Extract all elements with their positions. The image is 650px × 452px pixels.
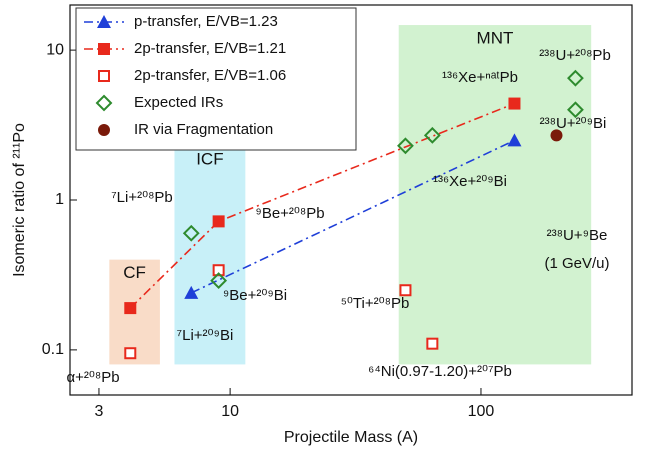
annotation: ²³⁸U+²⁰⁹Bi <box>540 115 607 132</box>
open-square-marker <box>399 284 412 297</box>
region-label: ICF <box>196 149 223 168</box>
x-tick-label: 3 <box>94 403 103 420</box>
triangle-marker <box>184 285 199 299</box>
open-square-marker <box>426 337 439 350</box>
diamond-marker <box>182 224 200 242</box>
y-tick-label: 10 <box>46 41 64 58</box>
annotation: ¹³⁶Xe+²⁰⁹Bi <box>433 173 507 190</box>
region <box>398 25 592 365</box>
diamond-marker <box>567 101 584 119</box>
x-tick-label: 10 <box>221 403 239 420</box>
square-marker <box>212 215 225 228</box>
region-label: CF <box>123 263 146 282</box>
annotation: ⁵⁰Ti+²⁰⁸Pb <box>341 295 410 312</box>
annotation: ⁶⁴Ni(0.97-1.20)+²⁰⁷Pb <box>368 363 512 380</box>
legend-label: 2p-transfer, E/VB=1.21 <box>134 40 286 57</box>
diamond-marker <box>423 126 441 144</box>
annotation: ⁷Li+²⁰⁹Bi <box>177 327 234 344</box>
y-tick-label: 0.1 <box>42 341 64 358</box>
annotation: ²³⁸U+²⁰⁸Pb <box>539 47 611 64</box>
square-marker <box>508 97 521 110</box>
square-marker <box>124 302 137 315</box>
legend-box <box>75 7 357 151</box>
open-square-marker <box>212 264 225 277</box>
region-label: MNT <box>477 29 514 48</box>
region <box>174 145 246 365</box>
annotation: (1 GeV/u) <box>544 255 609 272</box>
annotation: ⁷Li+²⁰⁸Pb <box>111 189 173 206</box>
triangle-marker <box>507 133 522 147</box>
annotation: α+²⁰⁸Pb <box>66 369 119 386</box>
legend-label: 2p-transfer, E/VB=1.06 <box>134 67 286 84</box>
square-marker <box>98 43 110 55</box>
annotation: ⁹Be+²⁰⁹Bi <box>223 287 287 304</box>
y-axis-label: Isomeric ratio of ²¹¹Po <box>11 123 28 277</box>
legend-label: IR via Fragmentation <box>134 121 273 138</box>
triangle-marker <box>97 15 111 28</box>
circle-marker <box>550 129 563 142</box>
circle-marker <box>98 124 110 136</box>
x-axis-label: Projectile Mass (A) <box>284 429 418 446</box>
legend-label: p-transfer, E/VB=1.23 <box>134 13 278 30</box>
series-line <box>190 139 515 294</box>
series-line <box>129 102 515 309</box>
y-tick-label: 1 <box>55 191 64 208</box>
diamond-marker <box>95 94 113 112</box>
legend-label: Expected IRs <box>134 94 223 111</box>
diamond-marker <box>567 69 584 87</box>
diamond-marker <box>397 137 414 155</box>
open-square-marker <box>98 70 110 82</box>
open-square-marker <box>124 347 137 360</box>
x-tick-label: 100 <box>468 403 495 420</box>
diamond-marker <box>210 272 228 289</box>
annotation: ²³⁸U+⁹Be <box>547 227 608 244</box>
annotation: ¹³⁶Xe+ⁿᵃᵗPb <box>442 69 518 86</box>
annotation: ⁹Be+²⁰⁸Pb <box>255 205 324 222</box>
